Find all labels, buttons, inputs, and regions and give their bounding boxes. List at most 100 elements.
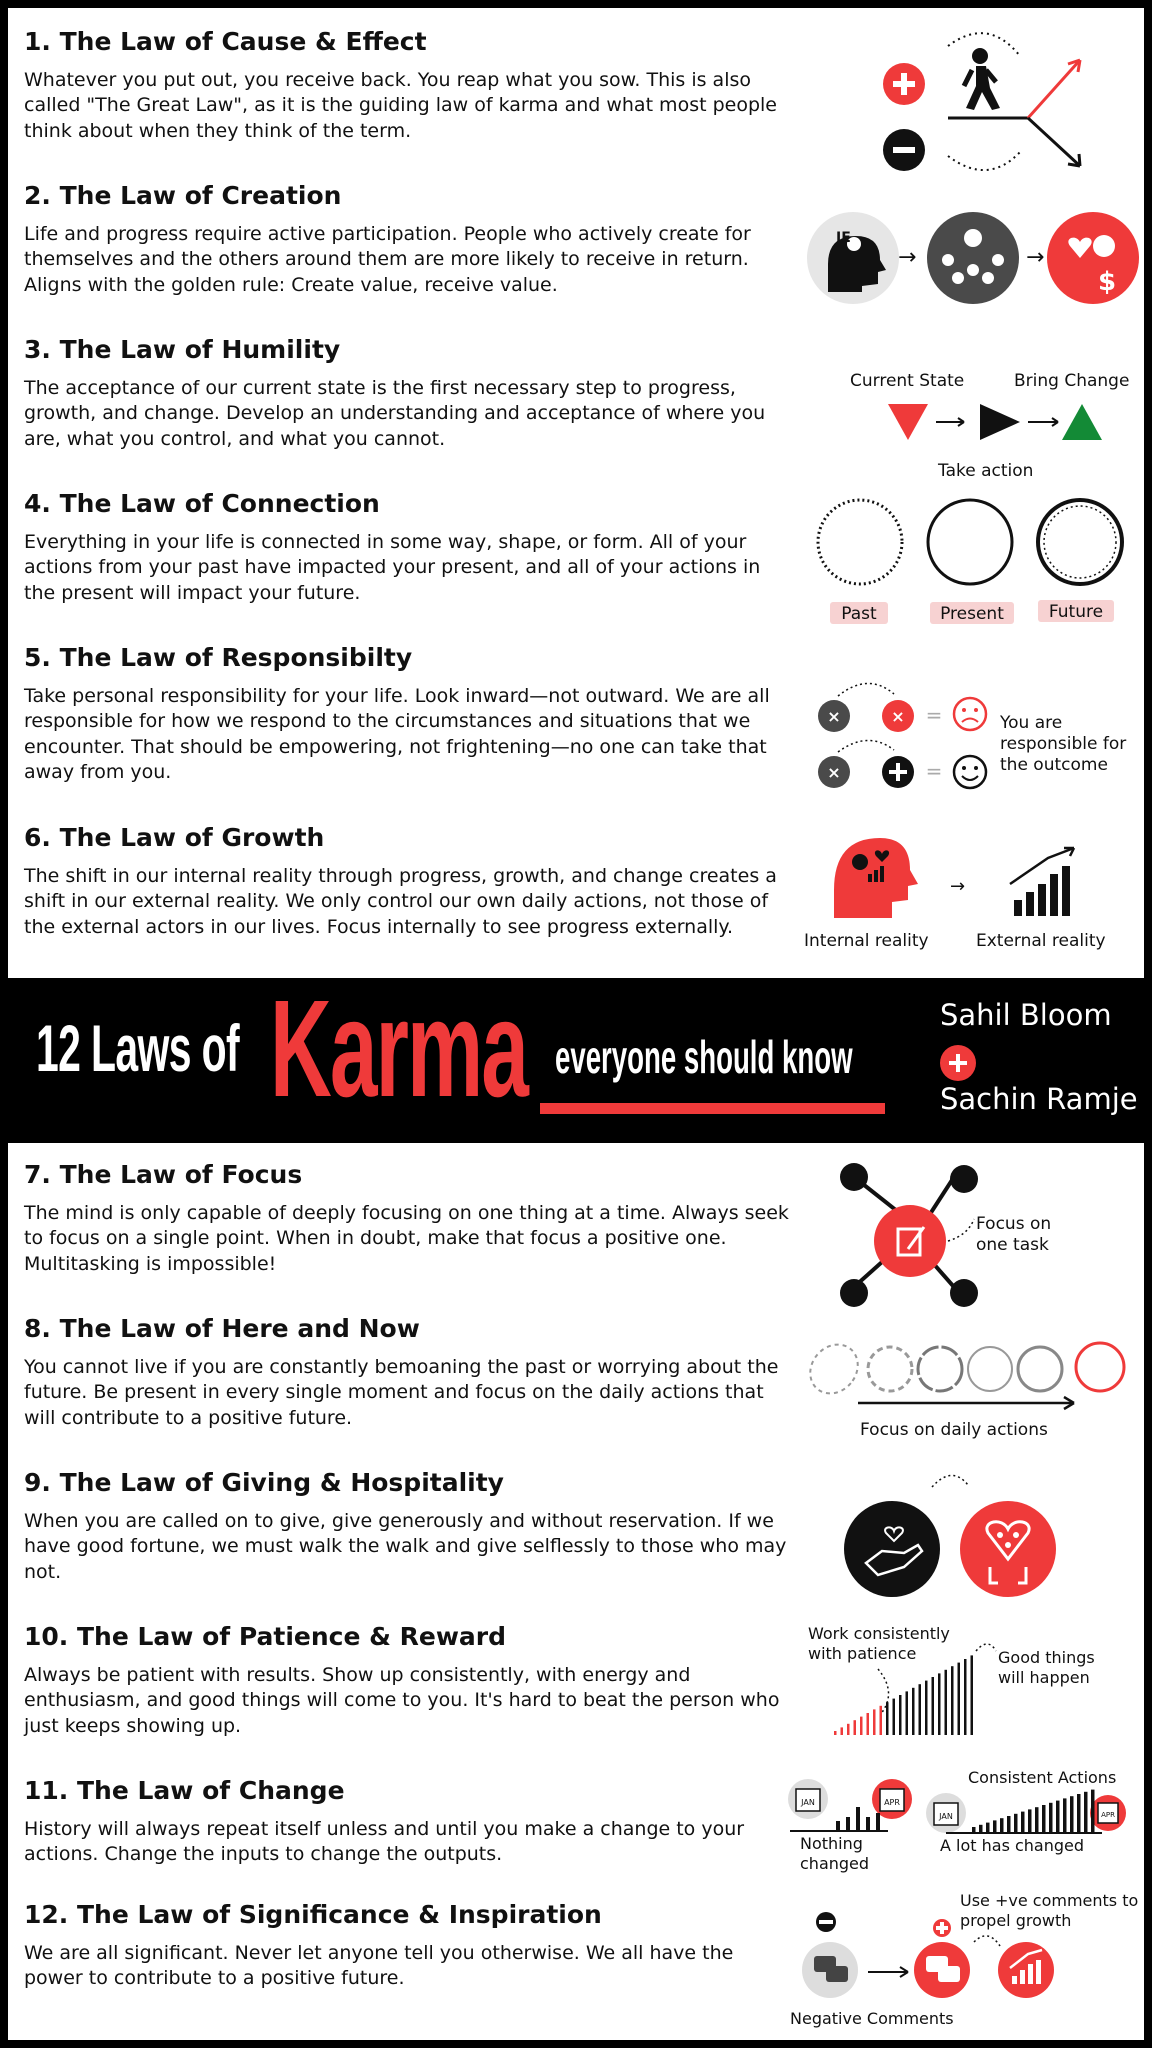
top-panel: 1. The Law of Cause & Effect Whatever yo… xyxy=(8,8,1144,978)
svg-text:IE: IE xyxy=(836,230,851,246)
sketch-icon xyxy=(950,1279,978,1307)
growth-illustration: → Internal reality External reality xyxy=(798,828,1138,958)
svg-text:$: $ xyxy=(1098,267,1116,297)
bring-change-label: Bring Change xyxy=(1014,371,1129,391)
x-icon-2 xyxy=(818,756,850,788)
bar-mark xyxy=(986,1822,990,1833)
giving-illustration xyxy=(838,1463,1078,1603)
law-title: 3. The Law of Humility xyxy=(24,335,341,364)
bar-growth-icon xyxy=(1009,846,1076,916)
present-moment-circle xyxy=(1074,1341,1126,1393)
law-body: When you are called on to give, give gen… xyxy=(24,1509,787,1583)
connection-illustration: Past Present Future xyxy=(808,494,1138,624)
bar-mark xyxy=(1077,1794,1081,1833)
x-icon xyxy=(818,700,850,732)
svg-text:×: × xyxy=(827,707,840,726)
significance-top-1: Use +ve comments to xyxy=(960,1891,1138,1910)
present-circle xyxy=(926,498,1014,586)
present-label: Present xyxy=(940,604,1004,624)
heart-gift-icon xyxy=(960,1501,1056,1597)
law-body: Take personal responsibility for your li… xyxy=(24,684,770,784)
future-circle xyxy=(1036,498,1124,586)
law-title: 5. The Law of Responsibilty xyxy=(24,643,413,672)
bar-mark xyxy=(1000,1818,1004,1833)
black-triangle-icon xyxy=(980,404,1020,440)
bar-mark xyxy=(972,1827,976,1833)
law-body: The shift in our internal reality throug… xyxy=(24,864,777,938)
bar-mark xyxy=(899,1695,902,1735)
consistent-actions-label: Consistent Actions xyxy=(968,1768,1116,1787)
law-body: Always be patient with results. Show up … xyxy=(24,1663,780,1737)
bar-mark xyxy=(944,1669,947,1735)
bar-mark xyxy=(834,1731,837,1735)
flat-bars-icon xyxy=(836,1807,880,1831)
svg-text:→: → xyxy=(1026,245,1044,270)
take-action-label: Take action xyxy=(937,461,1033,481)
bar-mark xyxy=(951,1666,954,1735)
patience-left-2: with patience xyxy=(808,1644,916,1663)
patience-right-2: will happen xyxy=(998,1668,1090,1687)
focus-note-1: Focus on xyxy=(976,1214,1051,1234)
bar-mark xyxy=(1042,1805,1046,1833)
bar-mark xyxy=(993,1820,997,1833)
patience-right-1: Good things xyxy=(998,1648,1095,1667)
bar-mark xyxy=(979,1824,983,1833)
law-title: 7. The Law of Focus xyxy=(24,1160,303,1189)
responsible-note-1: You are xyxy=(999,713,1062,733)
bar-mark xyxy=(938,1673,941,1735)
bar-mark xyxy=(840,1727,843,1735)
law-body: We are all significant. Never let anyone… xyxy=(24,1941,734,1990)
phone-icon xyxy=(840,1163,868,1191)
cause-effect-illustration xyxy=(868,26,1108,176)
law-6: 6. The Law of Growth The shift in our in… xyxy=(24,824,794,940)
plus-icon xyxy=(940,1045,976,1081)
task-icon xyxy=(874,1205,946,1277)
bar-mark xyxy=(860,1716,863,1735)
svg-text:→: → xyxy=(898,245,916,270)
value-icon xyxy=(1047,212,1139,304)
law-4: 4. The Law of Connection Everything in y… xyxy=(24,490,794,606)
banner-heading: 12 Laws of xyxy=(36,1011,240,1085)
humility-illustration: Current State Bring Change Take action xyxy=(838,368,1138,481)
law-title: 6. The Law of Growth xyxy=(24,823,325,852)
patience-illustration: Work consistently with patience Good thi… xyxy=(808,1621,1148,1741)
bottom-panel: 7. The Law of Focus The mind is only cap… xyxy=(8,1143,1144,2040)
sad-face-icon xyxy=(952,696,988,732)
bar-mark xyxy=(873,1709,876,1735)
svg-text:APR: APR xyxy=(884,1798,900,1807)
bar-mark xyxy=(1070,1796,1074,1833)
bar-mark xyxy=(1035,1807,1039,1833)
nothing-changed-2: changed xyxy=(800,1854,869,1873)
law-title: 9. The Law of Giving & Hospitality xyxy=(24,1468,504,1497)
creation-illustration: IE → → $ xyxy=(798,208,1139,308)
growth-bars-icon xyxy=(834,1655,973,1735)
patience-left-1: Work consistently xyxy=(808,1624,950,1643)
svg-text:=: = xyxy=(926,703,943,727)
law-2: 2. The Law of Creation Life and progress… xyxy=(24,182,794,298)
bar-mark xyxy=(925,1680,928,1735)
law-body: The acceptance of our current state is t… xyxy=(24,376,766,450)
law-body: You cannot live if you are constantly be… xyxy=(24,1355,779,1429)
bar-mark xyxy=(912,1687,915,1735)
bar-mark xyxy=(853,1720,856,1735)
bar-mark xyxy=(918,1684,921,1735)
tagline-underline xyxy=(540,1103,885,1114)
past-label: Past xyxy=(841,604,877,624)
law-11: 11. The Law of Change History will alway… xyxy=(24,1777,794,1868)
responsible-note-2: responsible for xyxy=(1000,734,1126,754)
bar-mark xyxy=(1007,1816,1011,1833)
bar-mark xyxy=(892,1698,895,1735)
bar-mark xyxy=(879,1705,882,1735)
law-title: 12. The Law of Significance & Inspiratio… xyxy=(24,1900,602,1929)
law-10: 10. The Law of Patience & Reward Always … xyxy=(24,1623,794,1739)
svg-text:=: = xyxy=(926,759,943,783)
law-title: 1. The Law of Cause & Effect xyxy=(24,27,427,56)
arrow-down-icon xyxy=(1026,116,1082,168)
bar-mark xyxy=(866,1713,869,1735)
giving-hand-icon xyxy=(844,1501,940,1597)
law-5: 5. The Law of Responsibilty Take persona… xyxy=(24,644,794,786)
rising-bars-icon xyxy=(972,1789,1095,1833)
red-triangle-icon xyxy=(888,404,928,440)
bar-mark xyxy=(1014,1813,1018,1833)
author-1: Sahil Bloom xyxy=(940,998,1112,1032)
